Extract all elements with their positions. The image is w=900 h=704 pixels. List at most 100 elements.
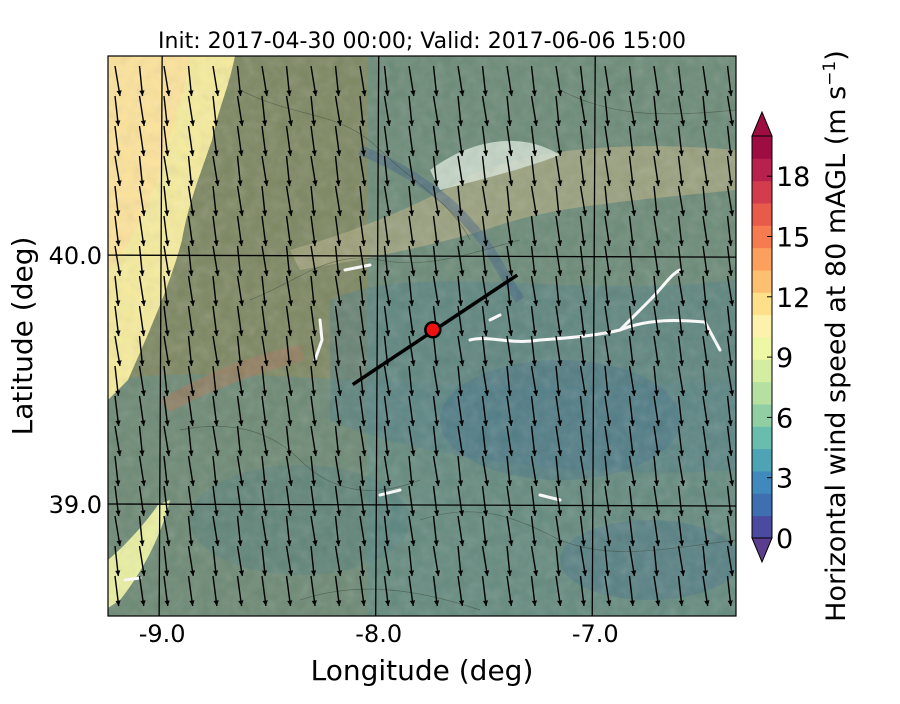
wind-arrow xyxy=(163,185,170,217)
wind-arrow xyxy=(187,545,195,577)
wind-arrow xyxy=(555,425,563,457)
wind-arrow xyxy=(726,185,735,217)
wind-arrow xyxy=(653,185,660,217)
wind-arrow xyxy=(481,455,490,487)
wind-arrow xyxy=(555,215,563,247)
wind-arrow xyxy=(212,395,219,427)
wind-arrow xyxy=(457,125,465,157)
colorbar-segment xyxy=(752,314,772,338)
wind-arrow xyxy=(506,155,514,187)
wind-arrow xyxy=(285,155,292,187)
wind-arrow xyxy=(726,275,735,307)
wind-arrow xyxy=(628,575,635,607)
wind-arrow xyxy=(187,95,195,127)
wind-arrow xyxy=(408,275,415,307)
wind-arrow xyxy=(212,335,220,367)
wind-arrow xyxy=(481,185,490,217)
wind-arrow xyxy=(383,275,392,307)
wind-arrow xyxy=(653,95,660,127)
colorbar-label-exponent: −1 xyxy=(820,61,840,86)
wind-arrow xyxy=(506,425,514,457)
wind-arrow xyxy=(212,245,220,277)
colorbar-tick-label: 18 xyxy=(776,162,810,193)
wind-arrow xyxy=(187,395,195,427)
wind-arrow xyxy=(187,305,195,337)
colorbar-extend-min xyxy=(751,537,773,564)
wind-arrow xyxy=(579,215,587,247)
wind-arrow xyxy=(261,185,268,217)
wind-arrow xyxy=(187,455,195,487)
wind-arrow xyxy=(114,395,121,427)
wind-arrow xyxy=(555,245,563,277)
wind-arrow xyxy=(530,425,537,457)
wind-arrow xyxy=(334,365,343,397)
wind-arrow xyxy=(677,65,685,97)
wind-arrow xyxy=(530,335,537,367)
wind-arrow xyxy=(163,245,171,277)
wind-arrow xyxy=(579,395,586,427)
wind-arrow xyxy=(114,185,121,217)
wind-arrow xyxy=(310,125,317,157)
wind-arrow xyxy=(359,485,366,517)
wind-arrow xyxy=(506,545,513,577)
wind-arrow xyxy=(138,185,146,217)
wind-arrow xyxy=(555,125,563,157)
grid-line-lon xyxy=(158,56,163,616)
wind-arrow xyxy=(359,155,367,187)
wind-arrow xyxy=(285,305,293,337)
colorbar-tick-label: 3 xyxy=(776,464,793,495)
wind-arrow xyxy=(114,455,121,487)
wind-arrow xyxy=(702,545,709,577)
wind-arrow xyxy=(163,275,170,307)
wind-arrow xyxy=(604,65,612,97)
site-marker[interactable] xyxy=(424,321,442,339)
wind-arrow xyxy=(408,455,415,487)
wind-arrow xyxy=(212,455,219,487)
wind-arrow xyxy=(261,575,268,607)
wind-arrow xyxy=(138,215,146,247)
wind-arrow xyxy=(310,65,318,97)
colorbar-segment xyxy=(752,448,772,472)
wind-arrow xyxy=(726,485,733,517)
wind-arrow xyxy=(677,305,684,337)
wind-arrow xyxy=(604,215,612,247)
wind-arrow xyxy=(236,95,244,127)
wind-arrow xyxy=(114,425,122,457)
colorbar-tick-label: 0 xyxy=(776,524,793,555)
wind-arrow xyxy=(457,485,465,517)
wind-arrow xyxy=(481,395,489,427)
wind-arrow xyxy=(726,95,735,127)
wind-vector-field xyxy=(114,65,735,607)
wind-arrow xyxy=(187,185,195,217)
wind-arrow xyxy=(677,395,684,427)
wind-arrow xyxy=(334,485,342,517)
wind-arrow xyxy=(702,275,709,307)
wind-arrow xyxy=(359,455,366,487)
wind-arrow xyxy=(604,455,611,487)
wind-arrow xyxy=(432,485,440,517)
wind-arrow xyxy=(677,515,685,547)
wind-arrow xyxy=(628,365,637,397)
wind-arrow xyxy=(236,545,245,577)
wind-arrow xyxy=(408,215,415,247)
wind-arrow xyxy=(285,125,293,157)
wind-arrow xyxy=(579,305,587,337)
wind-arrow xyxy=(579,365,588,397)
wind-arrow xyxy=(310,545,317,577)
wind-arrow xyxy=(653,455,660,487)
colorbar-segment xyxy=(752,270,772,293)
wind-arrow xyxy=(702,365,709,397)
wind-arrow xyxy=(261,365,268,397)
wind-arrow xyxy=(726,395,733,427)
wind-arrow xyxy=(432,275,441,307)
wind-arrow xyxy=(653,245,661,277)
colorbar-segment xyxy=(752,136,772,159)
map-panel xyxy=(108,56,736,616)
wind-arrow xyxy=(310,515,318,547)
wind-arrow xyxy=(408,485,416,517)
wind-arrow xyxy=(702,95,709,127)
wind-arrow xyxy=(653,515,661,547)
wind-arrow xyxy=(408,125,415,157)
wind-arrow xyxy=(653,395,661,427)
wind-arrow xyxy=(212,185,219,217)
